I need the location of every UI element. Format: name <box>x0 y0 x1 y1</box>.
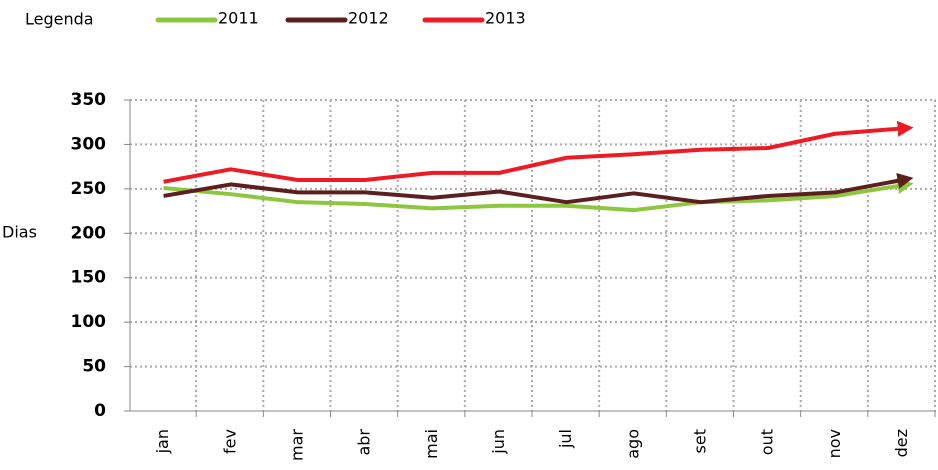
x-tick-label: out <box>758 429 777 455</box>
y-tick-label: 300 <box>71 134 107 154</box>
line-series <box>163 178 914 213</box>
y-tick-label: 150 <box>71 268 107 288</box>
legend-title: Legenda <box>25 10 94 29</box>
y-axis-label: Dias <box>2 223 37 242</box>
x-tick-label: jul <box>556 429 575 449</box>
line-series <box>163 172 914 205</box>
x-tick-label: jan <box>153 429 172 454</box>
x-tick-label: mai <box>422 429 441 459</box>
y-tick-label: 100 <box>71 312 107 332</box>
x-tick-label: dez <box>892 429 911 457</box>
x-tick-label: jun <box>489 429 508 455</box>
x-tick-label: abr <box>355 429 374 456</box>
x-tick-label: mar <box>287 429 306 461</box>
y-tick-label: 0 <box>94 401 106 421</box>
y-tick-label: 200 <box>71 223 107 243</box>
y-tick-label: 250 <box>71 179 107 199</box>
y-tick-label: 50 <box>82 357 106 377</box>
x-tick-label: fev <box>220 429 239 454</box>
y-tick-label: 350 <box>71 90 107 110</box>
legend-label: 2012 <box>348 9 389 28</box>
x-tick-label: set <box>690 429 709 453</box>
legend-label: 2011 <box>218 9 259 28</box>
x-tick-label: ago <box>623 429 642 459</box>
legend-label: 2013 <box>485 9 526 28</box>
x-tick-label: nov <box>825 429 844 458</box>
line-series <box>163 120 914 184</box>
